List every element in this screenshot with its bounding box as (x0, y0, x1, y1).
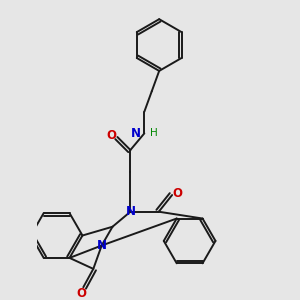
Text: N: N (125, 205, 135, 218)
Text: N: N (97, 239, 107, 252)
Text: O: O (106, 129, 117, 142)
Text: O: O (76, 287, 87, 300)
Text: O: O (172, 187, 182, 200)
Text: N: N (131, 127, 141, 140)
Text: H: H (150, 128, 158, 138)
